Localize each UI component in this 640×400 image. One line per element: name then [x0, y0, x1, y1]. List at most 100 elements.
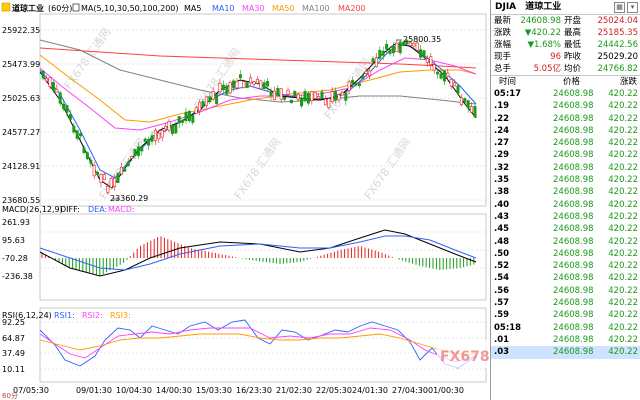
rsi2-line — [39, 327, 477, 363]
quote-label: 昨收 — [564, 52, 582, 62]
candle-body — [351, 79, 355, 84]
trades-list[interactable]: 05:17 24608.98 420.22 .19 24608.98 420.22 .22 2… — [491, 88, 640, 359]
candle-body — [425, 58, 429, 63]
macd-legend-item: MACD: — [108, 205, 135, 214]
quote-row: 涨幅 ▼1.68% 最低 24442.56 — [491, 39, 640, 51]
macd-label: MACD(26,12,9) — [2, 205, 63, 214]
quote-name: 道琼工业 — [525, 2, 562, 12]
candle-body — [405, 40, 409, 45]
period-label: (60分) — [48, 4, 72, 13]
candle-body — [170, 124, 174, 134]
quote-value: ▼1.68% — [527, 40, 561, 50]
candle-body — [123, 168, 127, 172]
dea-line — [39, 235, 477, 271]
candle-body — [473, 105, 477, 118]
rsi-tick: 64.87 — [2, 334, 25, 343]
time-tick: 21/02:30 — [276, 386, 312, 395]
rsi1-line — [39, 319, 477, 369]
trade-row[interactable]: 05:17 24608.98 420.22 — [491, 88, 640, 100]
trade-row[interactable]: .01 24608.98 420.22 — [491, 334, 640, 346]
trade-row[interactable]: .40 24608.98 420.22 — [491, 199, 640, 211]
trade-row[interactable]: .32 24608.98 420.22 — [491, 162, 640, 174]
chevron-down-icon[interactable]: ▾ — [627, 2, 638, 13]
candle-body — [99, 174, 103, 183]
trade-row[interactable]: 05:18 24608.98 420.22 — [491, 322, 640, 334]
macd-panel-frame — [39, 213, 487, 301]
trade-price: 24608.98 — [553, 199, 594, 210]
rsi-lines — [39, 319, 477, 369]
quote-label: 涨跌 — [494, 28, 512, 38]
trade-row[interactable]: .50 24608.98 420.22 — [491, 248, 640, 260]
trade-row[interactable]: .59 24608.98 420.22 — [491, 309, 640, 321]
trade-change: 420.22 — [608, 150, 638, 161]
trade-row[interactable]: .24 24608.98 420.22 — [491, 125, 640, 137]
candle-body — [153, 129, 157, 141]
kline-chart-area[interactable]: FX678 汇通网 FX678 汇通网 FX678 汇通网 FX678 汇通网 … — [0, 0, 490, 400]
candle-body — [75, 130, 79, 139]
candle-body — [385, 43, 389, 50]
trade-row[interactable]: .19 24608.98 420.22 — [491, 100, 640, 112]
trade-price: 24608.98 — [553, 162, 594, 173]
trade-row[interactable]: .54 24608.98 420.22 — [491, 272, 640, 284]
ma5-legend: MA5 — [184, 4, 201, 13]
extreme-labels: 25800.35 23360.29 — [110, 35, 441, 203]
trade-time: .52 — [494, 261, 510, 272]
time-tick: 07/05:30 — [13, 386, 49, 395]
trade-row[interactable]: .38 24608.98 420.22 — [491, 186, 640, 198]
diff-legend: DIFF: — [60, 205, 80, 214]
trade-time: .48 — [494, 236, 510, 247]
trade-change: 420.22 — [608, 199, 638, 210]
candle-body — [133, 148, 137, 156]
candle-body — [364, 71, 368, 74]
candle-body — [130, 156, 134, 159]
trade-row[interactable]: .35 24608.98 420.22 — [491, 174, 640, 186]
trade-row[interactable]: .45 24608.98 420.22 — [491, 223, 640, 235]
trade-time: .38 — [494, 187, 510, 198]
grid-icon[interactable]: ▦ — [614, 2, 625, 13]
candle-body — [262, 82, 266, 90]
trade-row[interactable]: .27 24608.98 420.22 — [491, 137, 640, 149]
candle-body — [422, 50, 426, 58]
macd-tick: -70.28 — [2, 254, 28, 263]
trade-row[interactable]: .52 24608.98 420.22 — [491, 260, 640, 272]
trade-row[interactable]: .56 24608.98 420.22 — [491, 285, 640, 297]
candle-body — [347, 81, 351, 91]
diff-line — [39, 229, 477, 277]
trade-price: 24608.98 — [553, 298, 594, 309]
macd-lines — [39, 229, 477, 277]
quote-label: 现手 — [494, 52, 512, 62]
low-price-label: 23360.29 — [110, 194, 148, 203]
trade-row[interactable]: .22 24608.98 420.22 — [491, 113, 640, 125]
trade-row[interactable]: .48 24608.98 420.22 — [491, 236, 640, 248]
candle-body — [194, 107, 198, 114]
candle-body — [330, 91, 334, 103]
trade-row[interactable]: .29 24608.98 420.22 — [491, 149, 640, 161]
trade-row[interactable]: .57 24608.98 420.22 — [491, 297, 640, 309]
trade-row[interactable]: .03 24608.98 420.22 — [491, 346, 640, 359]
candle-body — [89, 159, 93, 164]
trade-change: 420.22 — [608, 187, 638, 198]
candle-body — [181, 119, 185, 123]
candle-body — [303, 91, 307, 101]
candle-body — [191, 115, 195, 123]
trade-time: .54 — [494, 273, 510, 284]
candle-body — [119, 166, 123, 175]
trade-price: 24608.98 — [553, 334, 594, 345]
candle-body — [245, 82, 249, 88]
trade-time: .40 — [494, 199, 510, 210]
trade-price: 24608.98 — [553, 187, 594, 198]
candle-body — [334, 91, 338, 101]
rsi-tick: 92.25 — [2, 318, 25, 327]
trade-change: 420.22 — [608, 224, 638, 235]
candle-body — [167, 121, 171, 131]
candle-body — [198, 101, 202, 112]
trade-price: 24608.98 — [553, 261, 594, 272]
trade-price: 24608.98 — [553, 347, 594, 358]
candle-body — [79, 133, 83, 137]
trade-price: 24608.98 — [553, 285, 594, 296]
quote-value: 24442.56 — [597, 40, 638, 50]
trade-row[interactable]: .43 24608.98 420.22 — [491, 211, 640, 223]
candle-body — [459, 97, 463, 106]
trade-time: .57 — [494, 298, 510, 309]
candle-body — [368, 70, 372, 76]
